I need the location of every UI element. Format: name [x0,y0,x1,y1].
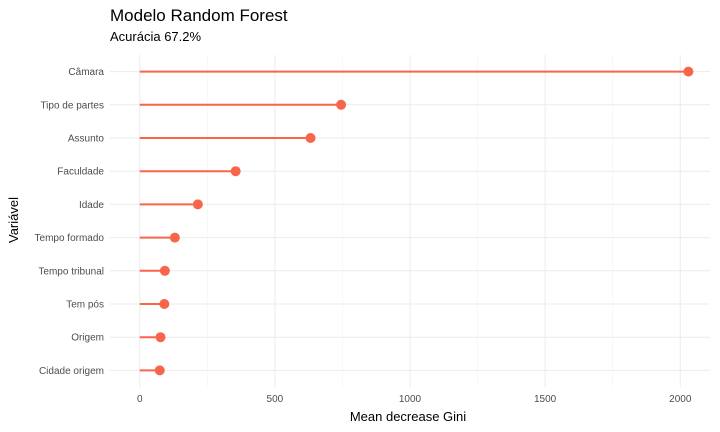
y-tick-label: Cidade origem [39,366,104,377]
lollipop-point [230,166,241,177]
y-tick-label: Tipo de partes [40,100,104,111]
lollipop-point [192,199,203,210]
lollipop-point [683,66,694,77]
x-tick-label: 2000 [669,394,692,405]
x-tick-label: 1000 [399,394,422,405]
y-tick-label: Faculdade [57,167,104,178]
x-tick-label: 1500 [534,394,557,405]
tick-labels: 0 500 1000 1500 2000 Câmara Tipo de partes Assu… [35,67,692,405]
x-tick-label: 0 [137,394,143,405]
lollipop-point [159,265,170,276]
lollipop-point [159,299,170,309]
y-tick-label: Assunto [68,134,105,145]
lollipop-point [336,99,347,110]
y-tick-label: Tempo tribunal [38,266,104,277]
chart-marks [139,66,694,376]
y-tick-label: Tem pós [66,300,104,311]
x-tick-label: 500 [267,394,284,405]
y-tick-label: Tempo formado [35,233,105,244]
y-tick-label: Câmara [68,67,104,78]
y-tick-label: Origem [71,333,104,344]
chart-title: Modelo Random Forest [110,6,288,25]
lollipop-point [169,232,180,243]
x-axis-title: Mean decrease Gini [350,409,466,424]
chart-subtitle: Acurácia 67.2% [110,29,201,44]
lollipop-point [154,365,165,376]
lollipop-point [305,133,316,143]
y-axis-title: Variável [6,197,21,243]
y-tick-label: Idade [79,200,104,211]
lollipop-point [155,332,166,343]
